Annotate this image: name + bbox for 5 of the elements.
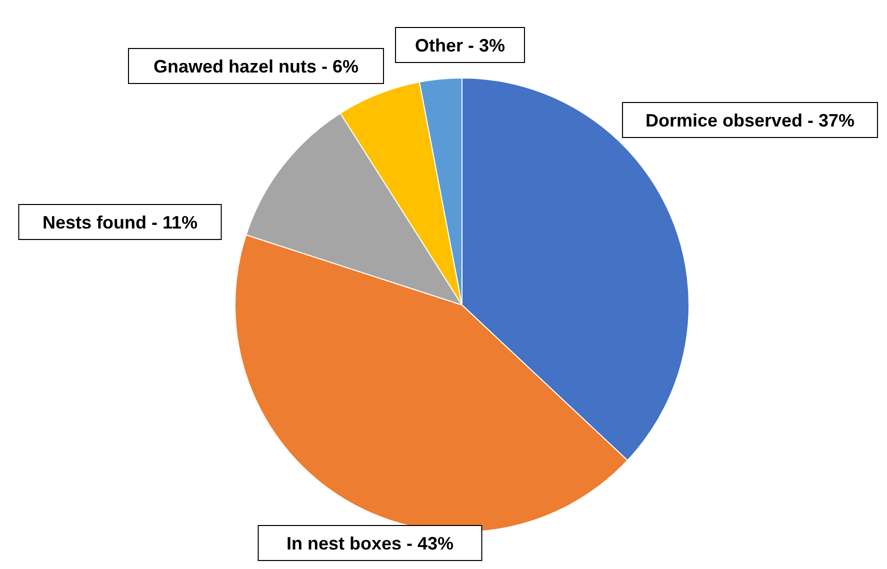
slice-label: Dormice observed - 37% [645, 110, 855, 130]
slice-label: Nests found - 11% [42, 212, 198, 232]
slice-label: Other - 3% [414, 35, 506, 56]
slice-label: In nest boxes - 43% [286, 533, 454, 554]
slice-label: Gnawed hazel nuts - 6% [153, 56, 359, 76]
